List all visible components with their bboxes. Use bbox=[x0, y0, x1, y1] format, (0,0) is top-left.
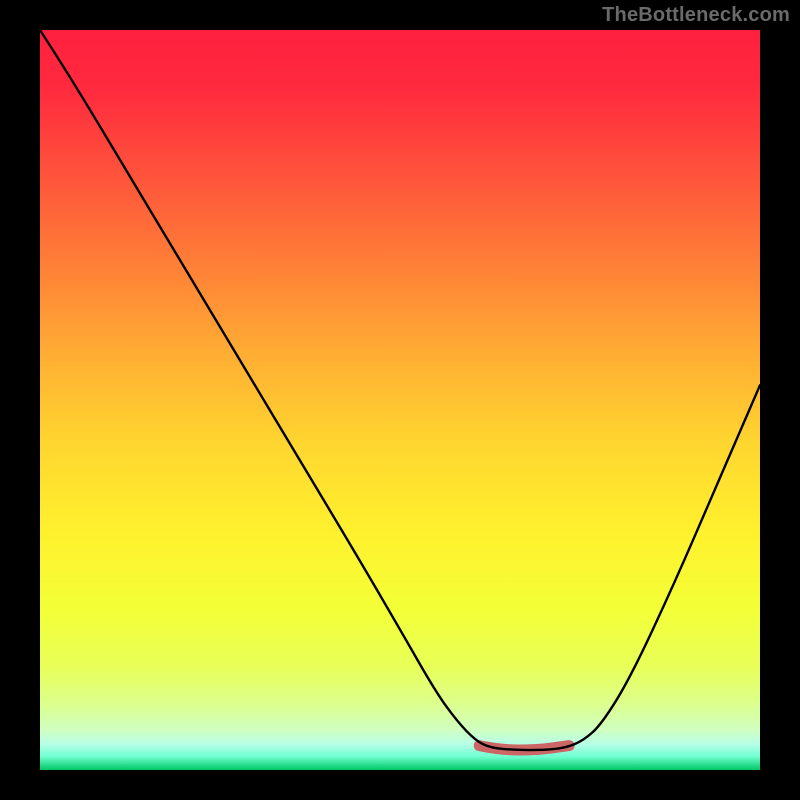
chart-container: TheBottleneck.com bbox=[0, 0, 800, 800]
plot-background bbox=[40, 30, 760, 770]
plot-gradient-rect bbox=[40, 30, 760, 770]
watermark-text: TheBottleneck.com bbox=[602, 4, 790, 27]
